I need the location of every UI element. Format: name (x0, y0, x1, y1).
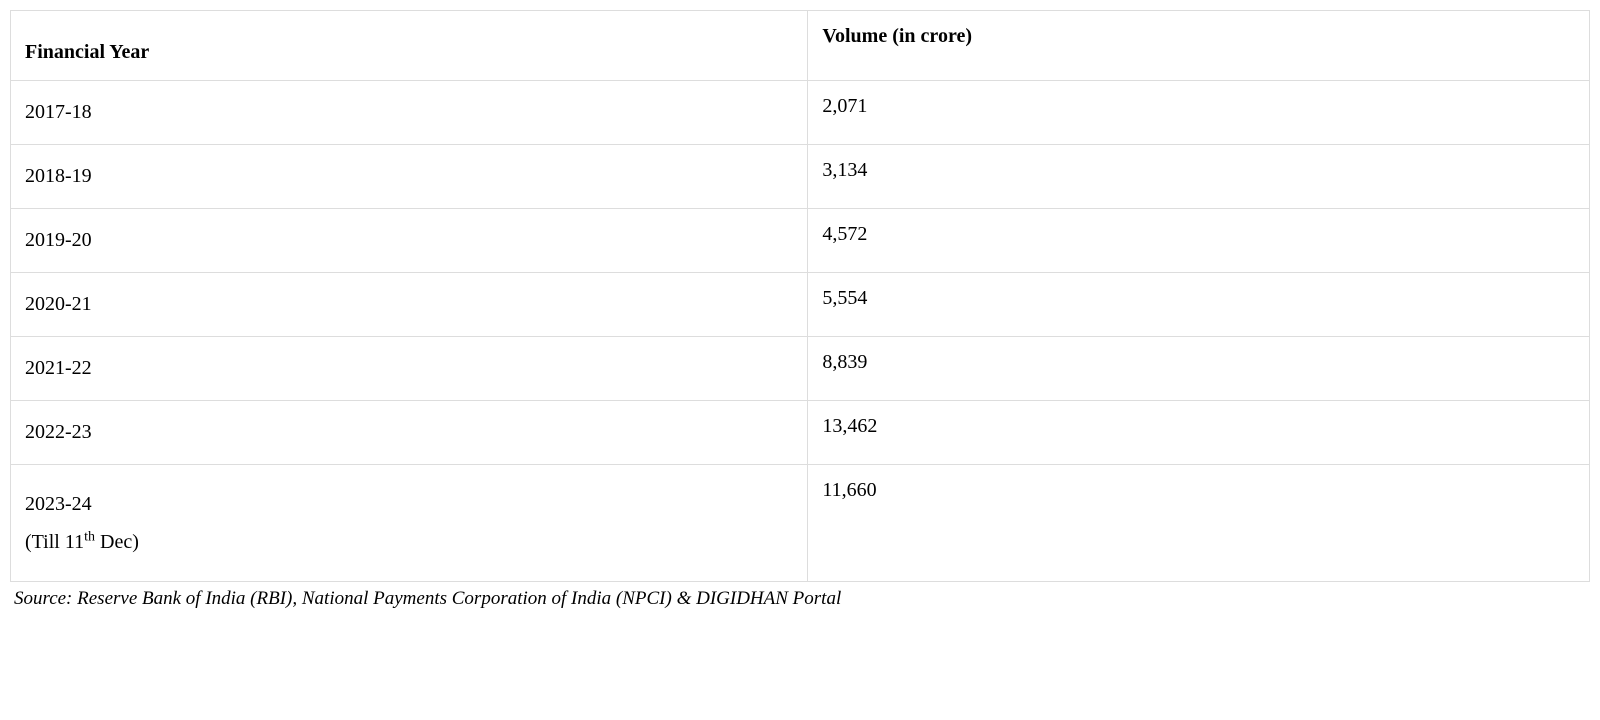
cell-volume: 2,071 (808, 81, 1590, 145)
cell-year: 2021-22 (11, 337, 808, 401)
year-note-prefix: (Till 11 (25, 531, 84, 553)
year-note-sup: th (84, 529, 95, 544)
cell-volume: 5,554 (808, 273, 1590, 337)
column-header-volume: Volume (in crore) (808, 11, 1590, 81)
cell-year: 2018-19 (11, 145, 808, 209)
table-row: 2018-19 3,134 (11, 145, 1590, 209)
table-row: 2020-21 5,554 (11, 273, 1590, 337)
cell-volume: 11,660 (808, 465, 1590, 582)
cell-volume: 3,134 (808, 145, 1590, 209)
table-header-row: Financial Year Volume (in crore) (11, 11, 1590, 81)
cell-year: 2022-23 (11, 401, 808, 465)
column-header-financial-year: Financial Year (11, 11, 808, 81)
year-note-suffix: Dec) (95, 531, 139, 553)
source-attribution: Source: Reserve Bank of India (RBI), Nat… (10, 582, 1590, 610)
financial-year-volume-table: Financial Year Volume (in crore) 2017-18… (10, 10, 1590, 582)
year-value: 2023-24 (25, 493, 92, 515)
cell-year: 2017-18 (11, 81, 808, 145)
cell-year-multiline: 2023-24 (Till 11th Dec) (11, 465, 808, 582)
cell-volume: 8,839 (808, 337, 1590, 401)
cell-year: 2019-20 (11, 209, 808, 273)
table-row: 2023-24 (Till 11th Dec) 11,660 (11, 465, 1590, 582)
data-table-container: Financial Year Volume (in crore) 2017-18… (10, 10, 1590, 610)
cell-volume: 13,462 (808, 401, 1590, 465)
table-row: 2019-20 4,572 (11, 209, 1590, 273)
cell-year: 2020-21 (11, 273, 808, 337)
table-row: 2017-18 2,071 (11, 81, 1590, 145)
cell-volume: 4,572 (808, 209, 1590, 273)
table-row: 2022-23 13,462 (11, 401, 1590, 465)
table-row: 2021-22 8,839 (11, 337, 1590, 401)
